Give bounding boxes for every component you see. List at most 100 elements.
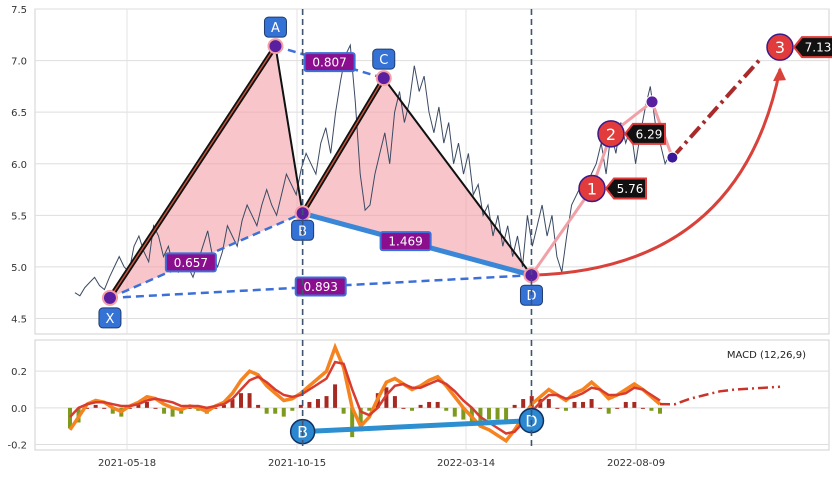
pattern-point-A: [267, 38, 284, 55]
macd-histogram-bar: [239, 393, 244, 408]
macd-histogram-bar: [324, 396, 329, 408]
macd-histogram-bar: [572, 401, 577, 408]
price-y-tick: 6.5: [11, 108, 27, 119]
macd-histogram-bar: [247, 393, 252, 408]
price-y-tick: 6.0: [11, 160, 27, 171]
price-y-tick: 7.5: [11, 5, 27, 16]
pattern-point-C: [375, 70, 392, 87]
ratio-label: 0.893: [304, 280, 338, 294]
macd-histogram-bar: [341, 407, 346, 414]
macd-histogram-bar: [307, 401, 312, 408]
macd-histogram-bar: [110, 407, 115, 414]
macd-legend: MACD (12,26,9): [727, 350, 806, 361]
signal-line: [69, 360, 661, 435]
macd-y-tick: 0.0: [11, 404, 27, 415]
macd-histogram-bar: [452, 407, 457, 417]
macd-histogram-bar: [658, 407, 662, 414]
macd-y-tick: -0.2: [7, 441, 27, 452]
macd-projection: [659, 385, 781, 406]
target-number: 1: [587, 180, 597, 199]
x-tick-label: 2021-10-15: [268, 458, 326, 469]
macd-histogram-bar: [384, 387, 389, 408]
macd-histogram-bar: [281, 407, 286, 417]
point-label-box: [519, 284, 543, 306]
point-label: X: [105, 312, 114, 327]
macd-histogram-bar: [546, 399, 551, 408]
price-y-tick: 5.0: [11, 263, 27, 274]
target-arc: [531, 68, 782, 277]
macd-histogram-bar: [495, 407, 500, 420]
ratio-label-box: [379, 231, 432, 252]
target-arrowhead: [773, 67, 786, 82]
price-y-tick: 7.0: [11, 57, 27, 68]
macd-histogram-bar: [581, 401, 586, 408]
macd-histogram-bar: [461, 407, 466, 420]
macd-histogram-bar: [649, 407, 654, 411]
point-label-box: [372, 48, 396, 70]
macd-histogram-bar: [136, 404, 141, 408]
macd-histogram-bar: [623, 401, 628, 408]
ratio-label-box: [294, 276, 347, 297]
macd-histogram-bar: [230, 399, 235, 408]
macd-histogram-bar: [410, 407, 415, 411]
macd-histogram-bar: [427, 401, 432, 408]
macd-histogram-bar: [264, 407, 269, 414]
point-label: A: [271, 21, 280, 36]
macd-histogram-bar: [127, 407, 132, 409]
macd-histogram-bar: [512, 404, 517, 408]
target-number: 3: [775, 38, 785, 57]
macd-histogram-bar: [333, 384, 338, 408]
x-tick-label: 2022-08-09: [607, 458, 665, 469]
macd-histogram-bar: [290, 407, 295, 411]
macd-histogram-bar: [256, 404, 261, 408]
macd-histogram-bar: [615, 407, 620, 409]
macd-histogram-bar: [162, 407, 167, 414]
x-tick-label: 2022-03-14: [437, 458, 495, 469]
macd-histogram-bar: [153, 407, 158, 409]
point-label-box: [98, 307, 122, 329]
target-number: 2: [606, 125, 616, 144]
projection-point: [666, 151, 679, 164]
macd-histogram-bar: [213, 407, 218, 409]
pattern-leg-inner-XA: [109, 45, 277, 299]
point-label-box: [263, 16, 287, 38]
projection-d-t1: [530, 187, 594, 277]
macd-histogram-bar: [401, 407, 406, 409]
pattern-point-X: [101, 289, 118, 306]
macd-histogram-bar: [298, 404, 303, 408]
point-label: C: [379, 53, 388, 68]
target-value-tag: [604, 177, 647, 200]
ratio-label: 0.807: [312, 56, 346, 70]
macd-histogram-bar: [563, 407, 568, 411]
macd-histogram-bar: [68, 407, 72, 429]
ratio-label-box: [164, 252, 217, 273]
macd-histogram-bar: [444, 407, 449, 411]
target-value: 6.29: [636, 127, 663, 141]
macd-histogram-bar: [350, 407, 355, 438]
bcd-triangle: [302, 78, 532, 276]
macd-histogram-bar: [93, 404, 98, 408]
pattern-leg-CD: [382, 77, 533, 276]
target-value: 7.13: [805, 41, 832, 55]
ratio-label: 0.657: [174, 256, 208, 270]
macd-histogram-bar: [555, 407, 560, 409]
macd-histogram-bar: [367, 407, 372, 411]
macd-histogram-bar: [85, 407, 90, 409]
macd-histogram-bar: [102, 407, 107, 409]
macd-histogram-bar: [315, 399, 320, 408]
macd-histogram-bar: [589, 399, 594, 408]
macd-histogram-bar: [504, 407, 509, 420]
macd-histogram-bar: [418, 404, 423, 408]
macd-histogram-bar: [478, 407, 483, 423]
pattern-leg-inner-BC: [302, 77, 385, 214]
macd-histogram-bar: [521, 399, 526, 408]
macd-histogram-bar: [273, 407, 278, 414]
target-value: 5.76: [617, 182, 644, 196]
macd-histogram-bar: [606, 407, 611, 414]
macd-histogram-bar: [435, 401, 440, 408]
target-value-tag: [792, 36, 832, 59]
macd-histogram-bar: [598, 407, 603, 409]
projection-point: [645, 95, 659, 109]
